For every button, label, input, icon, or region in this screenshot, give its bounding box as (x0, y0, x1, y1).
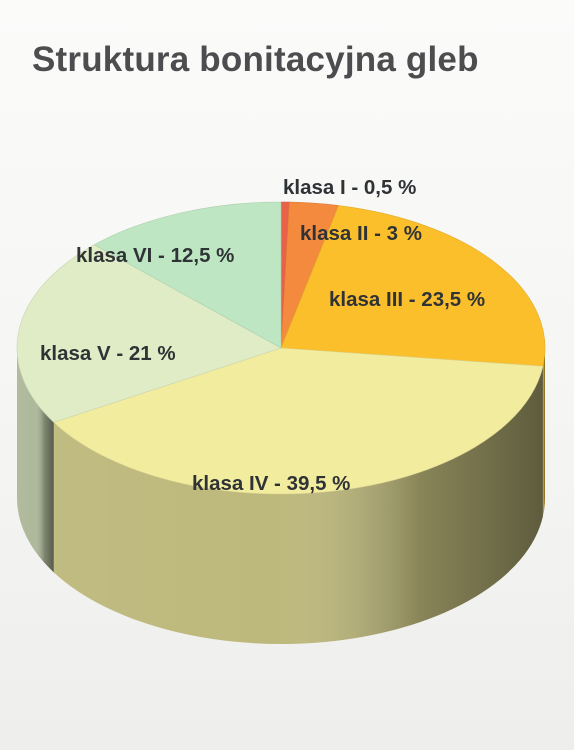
pie-wall-shading-3 (542, 348, 545, 517)
pie-wall-shading-5 (16, 348, 54, 573)
pie-slice-klasa-3 (280, 205, 546, 367)
slice-label-klasa-4: klasa IV - 39,5 % (192, 472, 350, 495)
slice-label-klasa-5: klasa V - 21 % (40, 342, 176, 365)
pie-slice-klasa-5 (16, 244, 282, 423)
pie-wall-shading-4 (53, 366, 543, 645)
chart-title: Struktura bonitacyjna gleb (32, 40, 479, 79)
pie-side-walls (16, 348, 545, 645)
pie-top-faces (16, 201, 546, 495)
slice-label-klasa-3: klasa III - 23,5 % (329, 288, 485, 311)
pie-slice-klasa-6 (93, 201, 282, 349)
pie-slice-klasa-4 (53, 347, 544, 495)
slice-label-klasa-6: klasa VI - 12,5 % (76, 244, 234, 267)
slice-label-klasa-1: klasa I - 0,5 % (283, 176, 416, 199)
pie-labels: klasa I - 0,5 % klasa II - 3 % klasa III… (40, 176, 485, 495)
slice-label-klasa-2: klasa II - 3 % (300, 222, 422, 245)
